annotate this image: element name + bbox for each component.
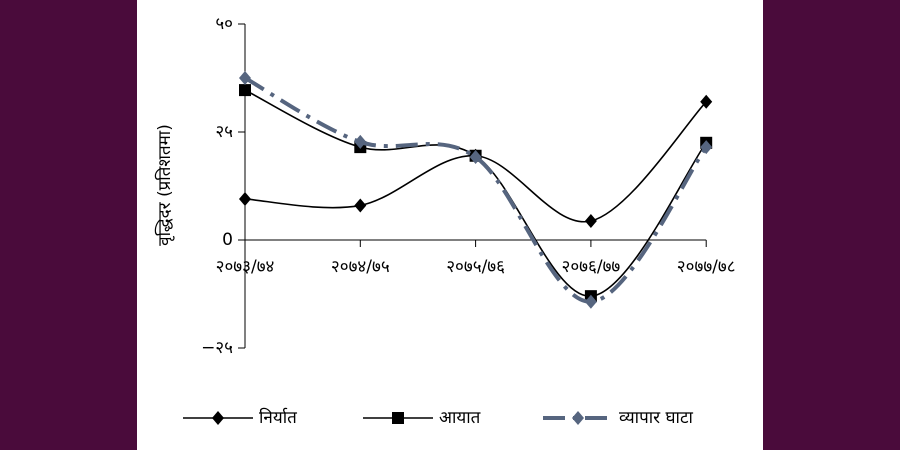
legend-marker — [212, 411, 224, 425]
x-tick-label: २०७७/७८ — [677, 257, 736, 277]
panel — [137, 0, 763, 450]
data-point — [700, 94, 713, 109]
legend-label: आयात — [439, 408, 481, 428]
legend-marker — [392, 412, 404, 424]
y-tick-label: −२५ — [201, 338, 233, 358]
data-point — [354, 134, 367, 149]
x-tick-label: २०७६/७७ — [562, 257, 621, 277]
legend-marker — [572, 411, 584, 425]
x-tick-label: २०७५/७६ — [446, 257, 505, 277]
x-tick-label: २०७४/७५ — [331, 257, 390, 277]
legend-label: व्यापार घाटा — [619, 408, 694, 428]
data-point — [584, 213, 597, 228]
series-line — [244, 76, 708, 304]
y-tick-label: २५ — [215, 122, 233, 142]
y-tick-label: 0 — [222, 230, 233, 250]
x-tick-label: २०७३/७४ — [216, 257, 275, 277]
data-point — [354, 198, 367, 213]
data-point — [239, 71, 251, 85]
y-axis-title: वृद्धिदर (प्रतिशतमा) — [154, 124, 175, 246]
data-point — [700, 140, 713, 155]
data-point — [239, 84, 251, 97]
y-tick-label: ५० — [215, 14, 233, 34]
data-point — [239, 191, 251, 206]
legend-label: निर्यात — [259, 407, 297, 428]
data-point — [469, 150, 482, 165]
data-point — [584, 294, 597, 309]
series-line — [244, 101, 707, 223]
